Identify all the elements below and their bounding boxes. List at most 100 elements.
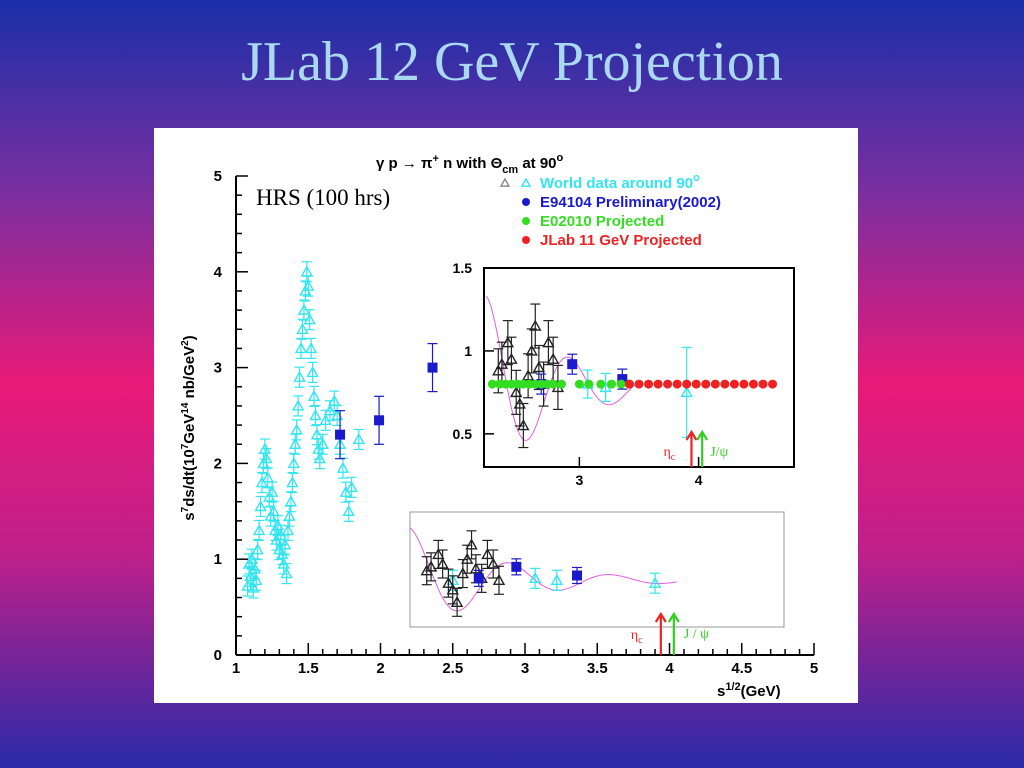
e02010-projected-point [574,379,584,389]
hrs-annotation: HRS (100 hrs) [256,185,390,210]
inset-y-tick-label: 1 [464,343,472,359]
world-data-point [528,571,542,584]
e94104-data-point [374,415,385,426]
world-data-point [281,524,295,536]
x-axis-label: s1/2(GeV) [717,681,781,700]
main-axes [235,176,814,656]
jlab11-projected-point [634,379,644,389]
x-tick-label: 3.5 [587,660,608,677]
jpsi-label: J / ψ [684,627,709,642]
inset-ticks [484,267,700,467]
world-data-point [254,500,267,512]
world-data-point [307,389,321,402]
jlab11-projected-point [644,379,654,389]
chart-title: γ p → π+ n with Θcm at 90o [376,152,564,176]
inset-eta-c-arrow-head [685,429,698,441]
x-tick-label: 2 [376,660,384,677]
world-data-point [303,313,316,325]
older-data-point [492,573,506,585]
legend: World data around 90o E94104 Preliminary(… [499,172,721,249]
inset-y-tick-label: 1.5 [453,260,473,276]
inset-x-tick-label: 3 [575,472,583,488]
inset-frame [483,267,795,468]
e02010-projected-point [616,379,626,389]
world-data-point [550,573,563,585]
x-tick-label: 2.5 [442,660,463,677]
e94104-data-point [511,561,522,572]
world-data-point [290,423,303,435]
world-data-point [251,543,264,555]
legend-marker-dot [522,198,530,206]
world-data-point [309,409,322,421]
older-data-point [446,583,459,595]
e94104-data-point [473,573,484,584]
y-tick-label: 2 [214,455,222,472]
world-data-point [294,341,308,354]
jlab11-projected-point [748,379,758,389]
older-data-point [432,547,445,560]
x-tick-label: 3 [521,660,529,677]
eta-c-arrow-head [654,611,667,623]
y-tick-label: 5 [214,168,222,185]
x-tick-label: 4 [665,660,674,677]
inset-jpsi-label: J/ψ [710,445,728,460]
slide-title: JLab 12 GeV Projection [241,31,783,93]
jlab11-projected-point [701,379,711,389]
legend-marker-triangle [499,177,511,187]
inset-older-data-point [525,344,538,356]
jlab11-projected-point [768,379,778,389]
inset-older-data-point [495,357,509,369]
jlab11-projected-point [653,379,663,389]
world-data-point [323,404,337,416]
e02010-projected-point [548,379,558,389]
world-data-point [265,485,279,497]
world-data-point [280,567,293,579]
older-data-point [442,576,455,588]
inset-eta-c-label: ηc [663,445,675,463]
world-data-point [313,452,326,464]
older-data-point [424,560,438,572]
inset-theory-curve [485,295,640,441]
lower-theory-curve [409,527,677,612]
e94104-data-point [572,570,583,581]
world-data-point [304,341,318,354]
inset-older-data-point [529,319,542,331]
inset-older-data-point [517,419,530,431]
inset-older-data-point [510,385,523,398]
world-data-point [316,437,329,449]
data-marks [241,261,778,617]
world-data-point [250,573,263,585]
world-data-point [287,456,300,469]
jlab11-projected-point [672,379,682,389]
threshold-arrows: ηc J / ψ ηc J/ψ [631,429,729,655]
e94104-data-point [335,429,346,440]
legend-entry-label: E94104 Preliminary(2002) [540,194,721,211]
e02010-projected-point [607,379,617,389]
y-axis-label: s7ds/dt(107GeV14 nb/GeV2) [180,335,198,520]
world-data-point [336,461,350,473]
world-data-point [296,322,309,334]
world-data-point [319,413,332,425]
x-tick-label: 1.5 [298,660,319,677]
older-data-point [481,547,494,560]
world-data-point [252,524,266,536]
inset-jpsi-arrow-head [696,429,709,441]
inset-e94104-data-point [567,359,578,370]
x-tick-label: 1 [232,660,240,677]
older-data-point [487,557,500,569]
e02010-projected-point [487,379,497,389]
jlab11-projected-point [682,379,692,389]
world-data-point [289,437,302,449]
jlab11-projected-point [720,379,730,389]
e94104-data-point [427,362,438,373]
inset-older-data-point [505,352,518,364]
jlab11-projected-point [739,379,749,389]
world-data-point [342,504,355,516]
older-data-point [436,557,449,569]
world-data-point [260,452,273,464]
world-data-point [286,476,299,488]
older-data-point [469,562,483,574]
